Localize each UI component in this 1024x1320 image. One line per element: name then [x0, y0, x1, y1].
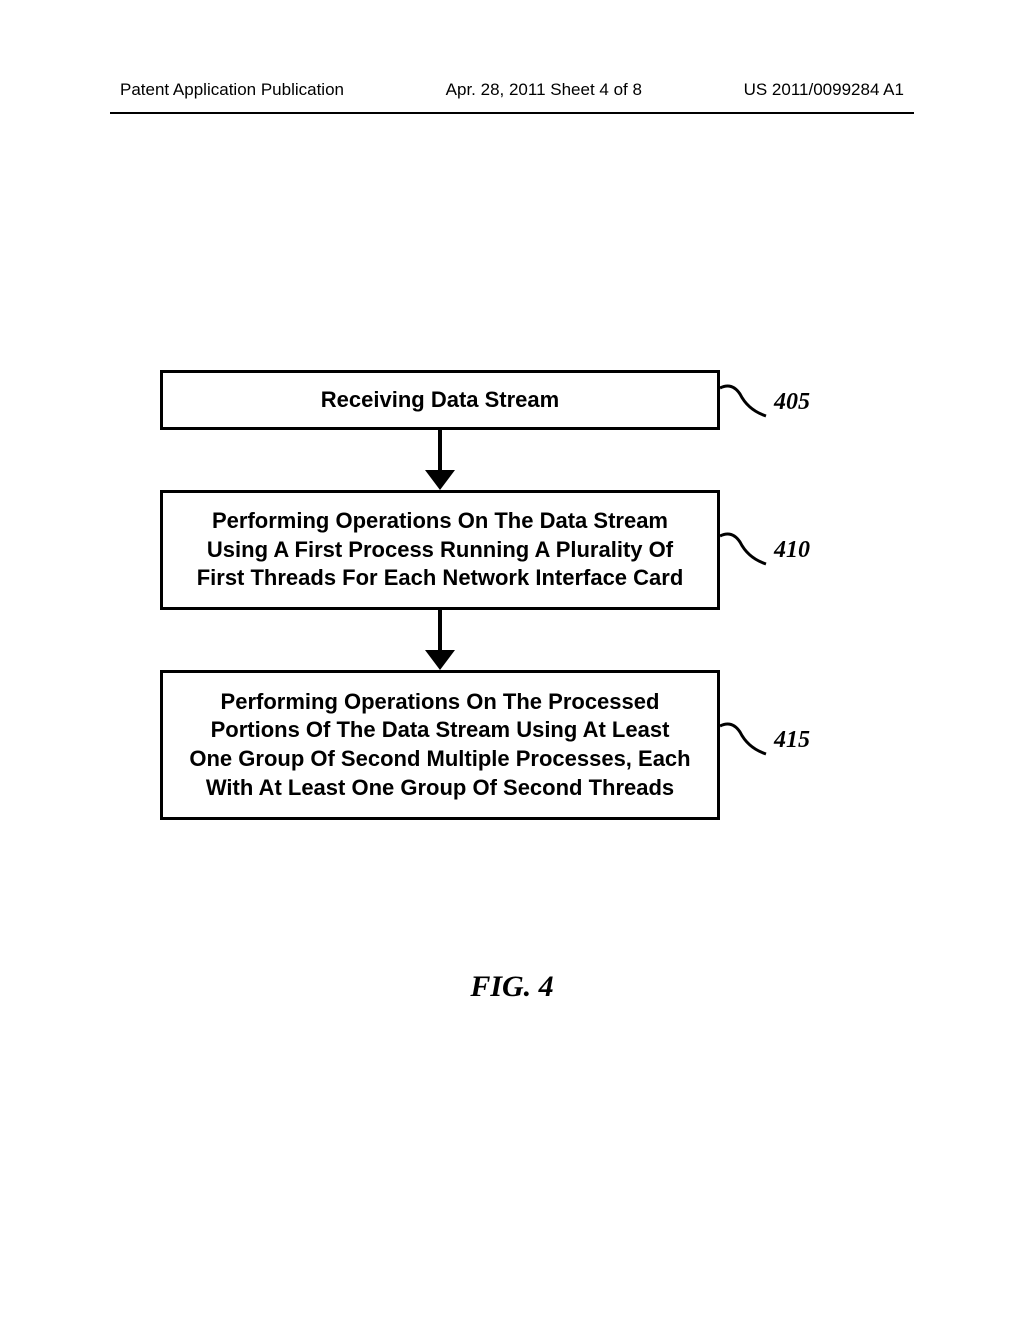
header-rule	[110, 112, 914, 114]
flow-node-415-text: Performing Operations On The Processed P…	[187, 688, 693, 802]
flow-node-405: Receiving Data Stream	[160, 370, 720, 430]
figure-caption: FIG. 4	[0, 970, 1024, 1004]
page-header: Patent Application Publication Apr. 28, …	[0, 80, 1024, 100]
flow-node-415: Performing Operations On The Processed P…	[160, 670, 720, 820]
header-right: US 2011/0099284 A1	[744, 80, 904, 100]
arrow-down-icon	[425, 430, 455, 490]
flow-label-415-text: 415	[774, 727, 810, 754]
flowchart: Receiving Data Stream Performing Operati…	[160, 370, 900, 820]
flow-label-405: 405	[718, 382, 810, 422]
connector-curve-icon	[718, 720, 768, 760]
flow-arrow-2	[160, 610, 720, 670]
flow-label-410: 410	[718, 530, 810, 570]
page: Patent Application Publication Apr. 28, …	[0, 0, 1024, 1320]
header-mid: Apr. 28, 2011 Sheet 4 of 8	[446, 80, 642, 100]
flow-node-410-text: Performing Operations On The Data Stream…	[187, 507, 693, 593]
header-left: Patent Application Publication	[120, 80, 344, 100]
arrow-down-icon	[425, 610, 455, 670]
flow-label-410-text: 410	[774, 537, 810, 564]
connector-curve-icon	[718, 382, 768, 422]
flow-node-405-text: Receiving Data Stream	[321, 387, 559, 413]
flow-label-405-text: 405	[774, 389, 810, 416]
flow-label-415: 415	[718, 720, 810, 760]
flow-node-410: Performing Operations On The Data Stream…	[160, 490, 720, 610]
connector-curve-icon	[718, 530, 768, 570]
flow-arrow-1	[160, 430, 720, 490]
